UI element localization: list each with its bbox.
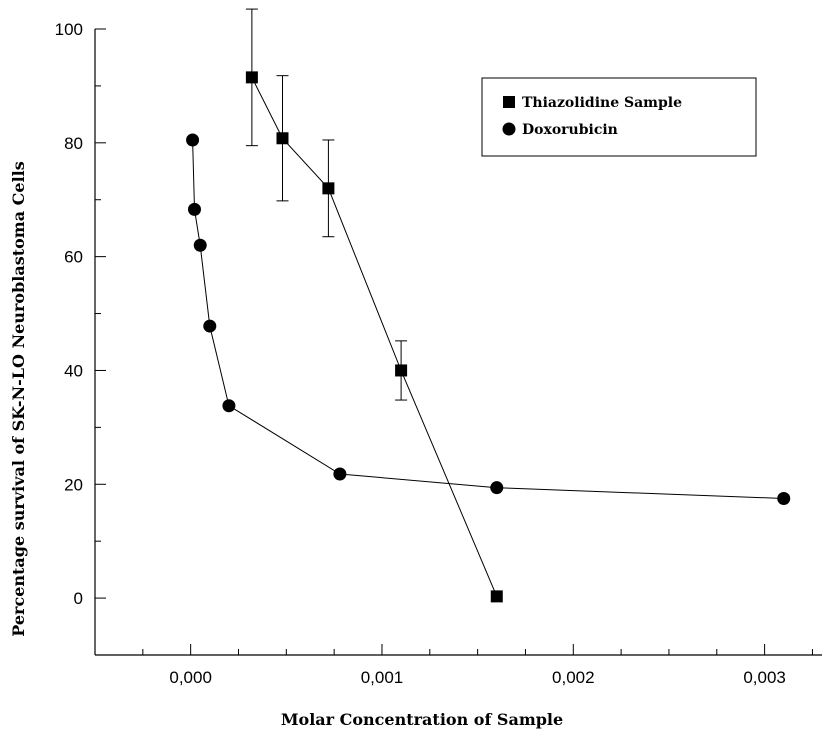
data-point [193,238,207,252]
data-point [322,182,335,195]
series-2 [186,133,791,505]
series-1 [245,8,503,603]
data-point [187,202,201,216]
data-point [490,590,503,603]
legend: Thiazolidine Sample Doxorubicin [481,77,757,157]
legend-label: Thiazolidine Sample [522,95,682,111]
legend-marker [502,122,516,136]
data-point [222,399,236,413]
data-point [395,364,408,377]
data-point [490,481,504,495]
data-point [186,133,200,147]
legend-marker [503,96,515,108]
data-point [276,132,289,145]
x-axis-title: Molar Concentration of Sample [281,710,563,729]
x-tick-label: 0,000 [169,668,212,687]
series-layer [186,8,791,603]
y-axis-title: Percentage survival of SK-N-LO Neuroblas… [9,161,28,637]
y-tick-label: 100 [55,20,83,39]
x-tick-label: 0,001 [361,668,404,687]
tick-marks [95,28,813,655]
x-tick-label: 0,003 [743,668,786,687]
data-point [333,467,347,481]
data-point [203,319,217,333]
series-line [192,139,784,499]
y-tick-label: 20 [64,475,83,494]
y-tick-label: 80 [64,134,83,153]
x-tick-label: 0,002 [552,668,595,687]
data-point [245,71,258,84]
y-tick-label: 60 [64,248,83,267]
legend-label: Doxorubicin [522,122,618,138]
y-tick-label: 40 [64,361,83,380]
data-point [777,492,791,505]
y-tick-label: 0 [74,589,83,608]
tick-labels: 0 20 40 60 80 100 0,000 0,001 0,002 0,003 [55,20,786,687]
axes [94,29,822,656]
series-line [251,77,498,597]
legend-box [481,77,757,157]
